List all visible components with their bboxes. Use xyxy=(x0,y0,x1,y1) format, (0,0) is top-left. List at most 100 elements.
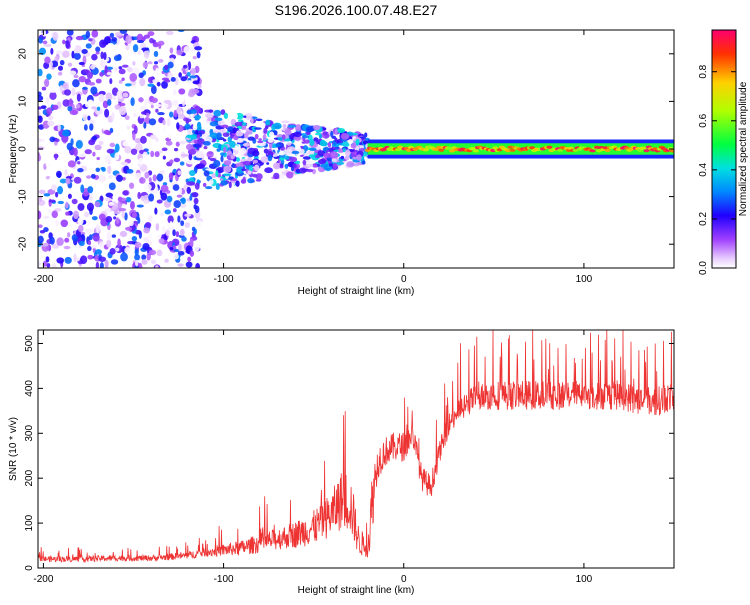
spectrogram-y-tick-label: 10 xyxy=(18,95,29,107)
spectrogram-cell xyxy=(99,59,106,68)
spectrogram-cell xyxy=(57,65,64,71)
snr-y-label: SNR (10 * v/v) xyxy=(8,417,19,481)
spectrogram-cell xyxy=(181,153,189,157)
spectrogram-cell xyxy=(148,215,153,222)
spectrogram-cell xyxy=(197,220,203,227)
spectrogram-cell xyxy=(41,243,49,247)
spectrogram-cell xyxy=(144,221,152,229)
spectrogram-cell xyxy=(109,127,114,134)
spectrogram-cell xyxy=(75,103,81,109)
spectrogram-cell xyxy=(196,163,206,169)
spectrogram-x-tick-label: -100 xyxy=(214,274,234,285)
spectrogram-cell xyxy=(118,208,127,212)
spectrogram-cell xyxy=(113,47,117,52)
spectrogram-cell xyxy=(43,215,50,220)
spectrogram-cell xyxy=(185,118,192,123)
spectrogram-cell xyxy=(104,65,108,74)
spectrogram-cell xyxy=(361,160,366,165)
spectrogram-cell xyxy=(55,119,64,126)
spectrogram-cell xyxy=(39,230,46,234)
spectrogram-cell xyxy=(211,173,217,179)
spectrogram-cell xyxy=(163,99,172,104)
spectrogram-cell xyxy=(344,155,350,161)
spectrogram-cell xyxy=(202,182,207,187)
spectrogram-cell xyxy=(223,112,229,119)
spectrogram-cell xyxy=(81,48,88,54)
spectrogram-cell xyxy=(243,132,249,139)
spectrogram-cell xyxy=(134,172,142,180)
spectrogram-cell xyxy=(109,142,116,148)
spectrogram-cell xyxy=(189,170,196,177)
spectrogram-cell xyxy=(144,183,152,191)
spectrogram-cell xyxy=(266,162,270,165)
colorbar-tick-label: 0.6 xyxy=(698,113,709,127)
spectrogram-cell xyxy=(229,171,236,178)
spectrogram-cell xyxy=(38,224,43,229)
spectrogram-cell xyxy=(177,215,181,223)
spectrogram-cell xyxy=(69,109,78,116)
spectrogram-cell xyxy=(94,144,102,151)
spectrogram-cell xyxy=(301,134,310,139)
spectrogram-cell xyxy=(125,226,133,231)
spectrogram-cell xyxy=(89,64,96,70)
spectrogram-cell xyxy=(180,98,185,103)
spectrogram-cell xyxy=(192,129,196,134)
colorbar-label: Normalized spectral amplitude xyxy=(738,81,749,216)
spectrogram-cell xyxy=(144,98,148,108)
spectrogram-cell xyxy=(71,234,78,242)
spectrogram-cell xyxy=(205,186,213,190)
spectrogram-y-tick-label: -20 xyxy=(18,237,29,252)
spectrogram-cell xyxy=(95,51,100,55)
spectrogram-cell xyxy=(191,226,196,232)
spectrogram-cell xyxy=(152,42,159,48)
spectrogram-cell xyxy=(134,254,141,261)
spectrogram-cell xyxy=(88,234,93,241)
spectrogram-cell xyxy=(162,33,168,38)
spectrogram-cell xyxy=(182,64,188,69)
spectrogram-cell xyxy=(143,49,150,59)
spectrogram-cell xyxy=(64,201,69,209)
spectrogram-cell xyxy=(194,182,200,190)
spectrogram-cell xyxy=(44,78,50,88)
spectrogram-cell xyxy=(197,84,202,89)
spectrogram-cell xyxy=(154,265,159,268)
spectrogram-cell xyxy=(230,134,234,139)
spectrogram-cell xyxy=(265,119,271,126)
spectrogram-cell xyxy=(186,161,196,165)
spectrogram-cell xyxy=(98,140,104,146)
spectrogram-cell xyxy=(249,166,254,172)
spectrogram-cell xyxy=(59,84,64,93)
spectrogram-cell xyxy=(54,208,62,212)
spectrogram-cell xyxy=(121,77,125,82)
spectrogram-cell xyxy=(92,233,100,242)
spectrogram-cell xyxy=(171,139,177,146)
spectrogram-cell xyxy=(208,179,214,185)
spectrogram-cell xyxy=(104,155,112,163)
spectrogram-cell xyxy=(589,149,596,153)
spectrogram-cell xyxy=(136,204,144,208)
spectrogram-cell xyxy=(52,31,59,41)
spectrogram-cell xyxy=(330,130,334,138)
spectrogram-cell xyxy=(119,106,127,116)
spectrogram-cell xyxy=(189,195,193,201)
spectrogram-cell xyxy=(65,40,70,49)
spectrogram-cell xyxy=(38,115,43,124)
spectrogram-cell xyxy=(141,254,147,261)
spectrogram-cell xyxy=(38,189,46,194)
spectrogram-cell xyxy=(66,232,71,238)
spectrogram-cell xyxy=(220,152,225,156)
spectrogram-cell xyxy=(124,83,132,87)
spectrogram-cell xyxy=(126,169,134,174)
spectrogram-cell xyxy=(299,148,305,154)
spectrogram-cell xyxy=(193,204,197,210)
spectrogram-cell xyxy=(160,192,168,201)
spectrogram-cell xyxy=(107,43,114,47)
spectrogram-cell xyxy=(177,113,185,120)
spectrogram-cell xyxy=(166,195,173,203)
spectrogram-cell xyxy=(223,146,227,154)
spectrogram-cell xyxy=(86,175,92,179)
spectrogram-cell xyxy=(91,244,97,249)
spectrogram-cell xyxy=(48,176,55,186)
spectrogram-cell xyxy=(95,78,102,84)
spectrogram-cell xyxy=(62,129,70,137)
